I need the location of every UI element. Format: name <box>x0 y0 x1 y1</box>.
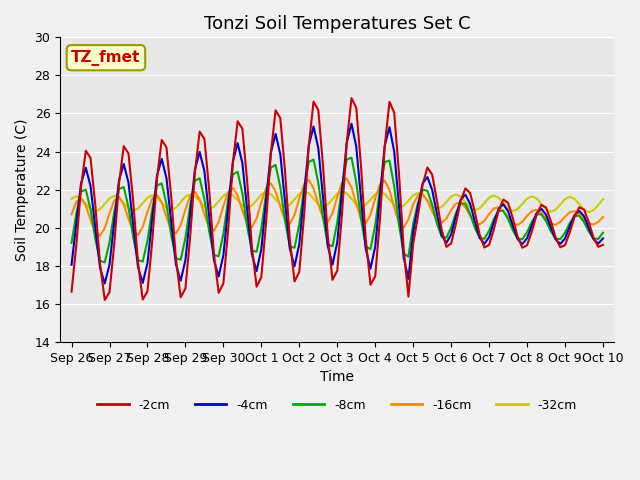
Legend: -2cm, -4cm, -8cm, -16cm, -32cm: -2cm, -4cm, -8cm, -16cm, -32cm <box>92 394 582 417</box>
Title: Tonzi Soil Temperatures Set C: Tonzi Soil Temperatures Set C <box>204 15 470 33</box>
X-axis label: Time: Time <box>320 370 355 384</box>
Y-axis label: Soil Temperature (C): Soil Temperature (C) <box>15 119 29 261</box>
Text: TZ_fmet: TZ_fmet <box>71 50 141 66</box>
